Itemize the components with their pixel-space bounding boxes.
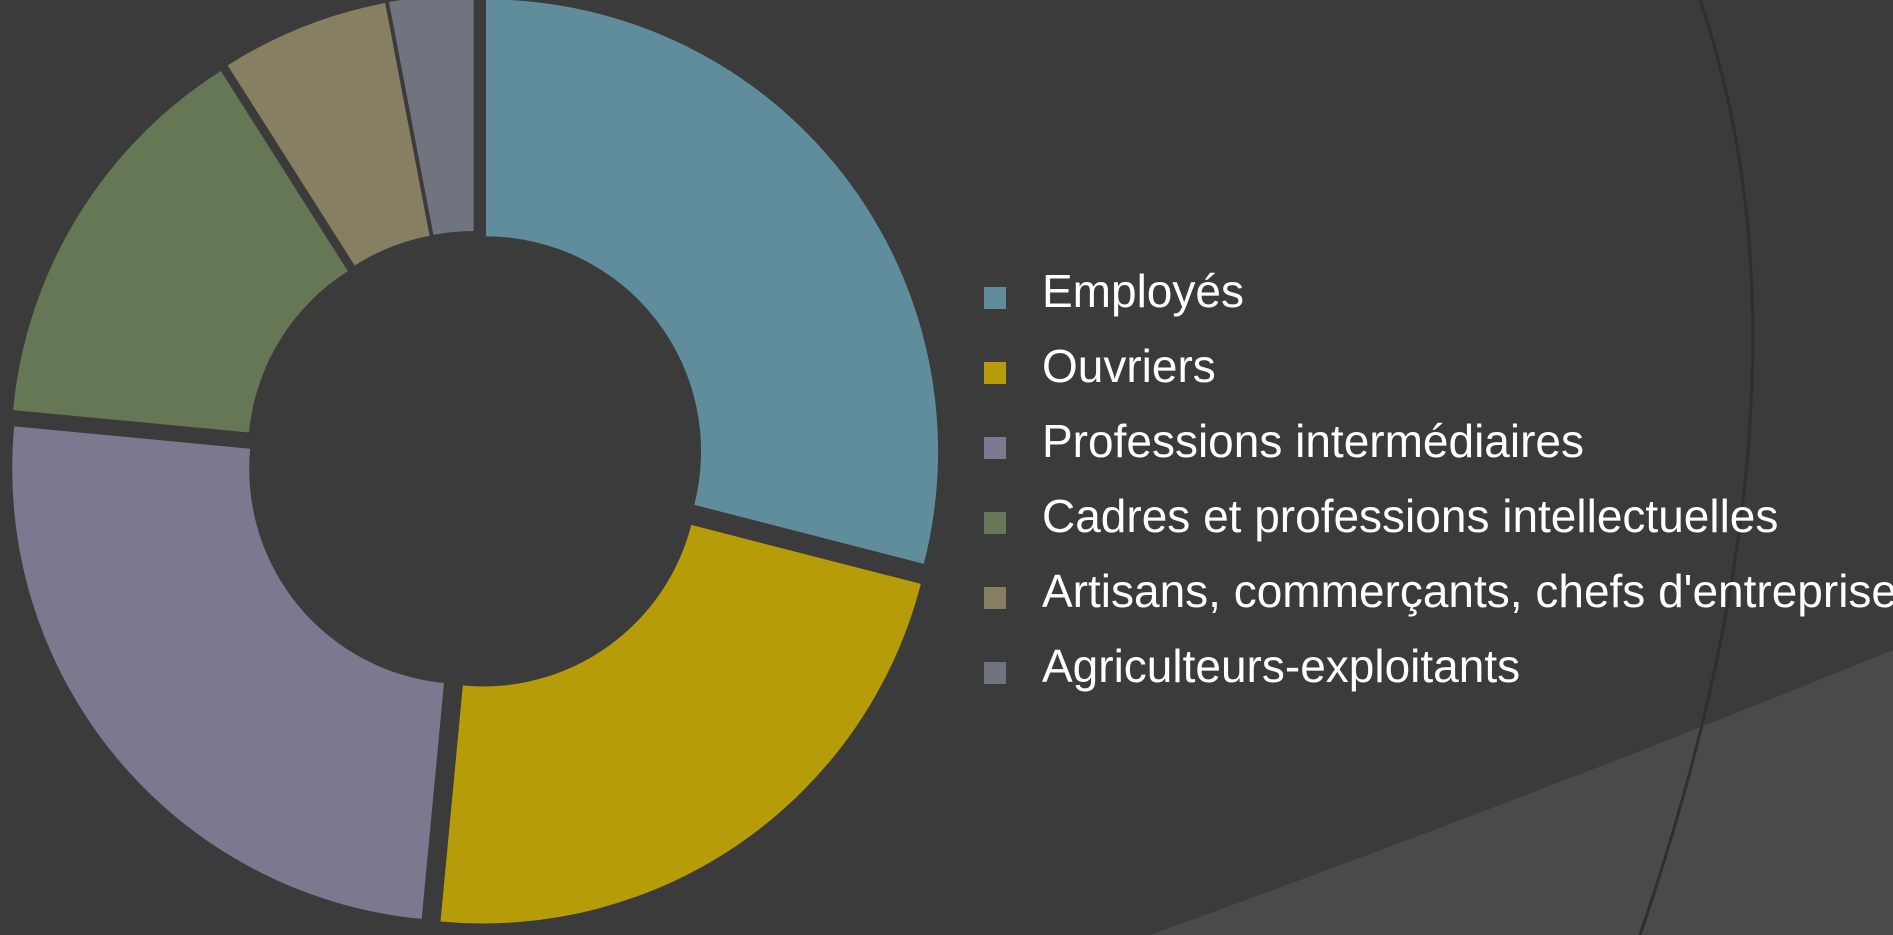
donut-slices	[12, 0, 938, 924]
donut-slice-4	[227, 2, 430, 266]
legend-item-artisans: Artisans, commerçants, chefs d'entrepris…	[984, 555, 1893, 630]
background-arc-line	[1638, 0, 1755, 935]
donut-chart	[12, 0, 938, 924]
donut-slice-1	[440, 524, 921, 924]
legend-label: Artisans, commerçants, chefs d'entrepris…	[1042, 565, 1893, 617]
donut-slice-3	[13, 71, 348, 433]
legend-swatch	[984, 512, 1006, 534]
donut-slice-0	[486, 0, 938, 564]
legend-item-employes: Employés	[984, 255, 1893, 330]
donut-slice-2	[12, 426, 444, 919]
legend-swatch	[984, 287, 1006, 309]
legend-item-professions-intermediaires: Professions intermédiaires	[984, 405, 1893, 480]
legend-swatch	[984, 587, 1006, 609]
legend-label: Cadres et professions intellectuelles	[1042, 490, 1779, 542]
legend-swatch	[984, 662, 1006, 684]
legend-label: Agriculteurs-exploitants	[1042, 640, 1521, 692]
legend-item-agriculteurs: Agriculteurs-exploitants	[984, 630, 1893, 705]
legend-swatch	[984, 362, 1006, 384]
legend-label: Professions intermédiaires	[1042, 415, 1585, 467]
legend-label: Employés	[1042, 265, 1244, 317]
donut-slice-5	[388, 0, 474, 235]
legend-item-ouvriers: Ouvriers	[984, 330, 1893, 405]
legend-item-cadres: Cadres et professions intellectuelles	[984, 480, 1893, 555]
chart-legend: Employés Ouvriers Professions intermédia…	[984, 255, 1893, 705]
legend-label: Ouvriers	[1042, 340, 1216, 392]
legend-swatch	[984, 437, 1006, 459]
background-corner-shape	[1150, 650, 1893, 935]
